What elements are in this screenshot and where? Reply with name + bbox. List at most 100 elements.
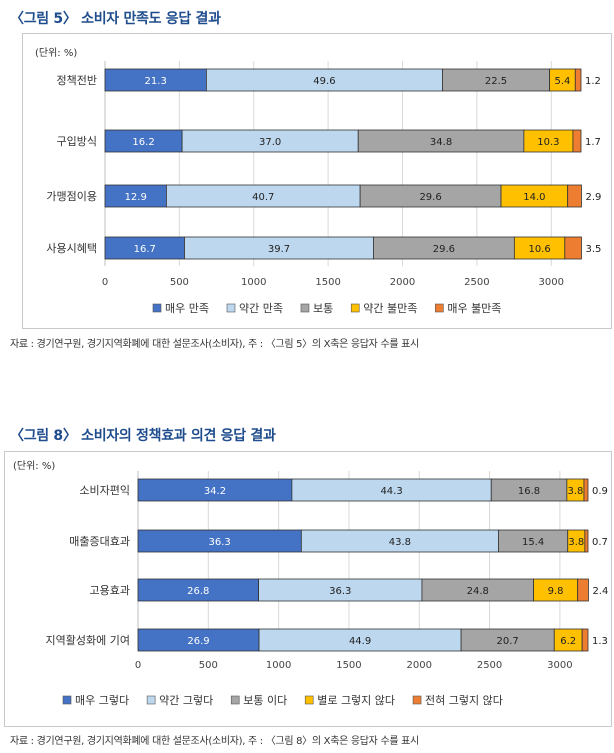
data-label: 3.8	[568, 537, 584, 548]
bar-segment	[572, 129, 582, 153]
data-label: 39.7	[268, 244, 290, 255]
legend-swatch	[435, 303, 444, 313]
figure-8-chart-box: (단위: %) 0 500 1000 1500 2000 2500 3000 소비자편익 34.2…	[4, 451, 612, 727]
legend-label: 약간 만족	[239, 301, 283, 315]
x-tick-label: 0	[135, 660, 141, 671]
x-tick-label: 2500	[464, 277, 489, 288]
x-tick-label: 1000	[266, 660, 291, 671]
data-label: 12.9	[125, 192, 147, 203]
figure-8-source: 자료 : 경기연구원, 경기지역화폐에 대한 설문조사(소비자), 주 : 〈그…	[10, 736, 419, 747]
data-label: 29.6	[433, 244, 455, 255]
data-label: 3.5	[585, 244, 601, 255]
x-tick-label: 3000	[539, 277, 564, 288]
data-label: 43.8	[389, 537, 411, 548]
legend-label: 전혀 그렇지 않다	[425, 694, 503, 707]
legend-label: 보통	[313, 302, 333, 315]
data-label: 10.6	[528, 244, 550, 255]
data-label: 34.8	[430, 137, 452, 148]
bar-segment	[584, 529, 589, 553]
data-label: 44.3	[380, 486, 402, 497]
bar-segment	[583, 478, 589, 502]
legend-label: 별로 그렇지 않다	[317, 694, 395, 707]
data-label: 15.4	[522, 537, 544, 548]
data-label: 37.0	[259, 137, 281, 148]
figure-5-title: 〈그림 5〉 소비자 만족도 응답 결과	[10, 11, 221, 27]
legend-swatch	[350, 303, 360, 313]
data-label: 20.7	[497, 636, 519, 647]
legend-label: 약간 불만족	[363, 301, 417, 315]
data-label: 26.9	[187, 636, 209, 647]
figure-5-chart: (단위: %) 0 500 1000 1500 2000 2500 3000 정책전반 21.3 4…	[35, 46, 601, 315]
bar-segment	[581, 628, 589, 652]
x-tick-label: 500	[170, 277, 189, 288]
legend-swatch	[412, 695, 422, 705]
data-label: 16.8	[518, 486, 540, 497]
legend-swatch	[152, 303, 162, 313]
bar-segment	[567, 184, 582, 208]
category-label: 소비자편익	[79, 484, 130, 497]
x-tick-label: 1000	[241, 277, 266, 288]
bar-segment	[574, 68, 582, 92]
data-label: 29.6	[419, 192, 441, 203]
data-label: 2.4	[592, 586, 608, 597]
legend-label: 약간 그렇다	[159, 693, 213, 707]
legend-label: 매우 불만족	[447, 302, 501, 315]
category-label: 지역활성화에 기여	[46, 633, 130, 647]
category-label: 정책전반	[57, 74, 97, 87]
data-label: 49.6	[313, 76, 335, 87]
data-label: 24.8	[467, 586, 489, 597]
data-label: 34.2	[204, 486, 226, 497]
data-label: 5.4	[554, 76, 570, 87]
category-label: 가맹점이용	[46, 190, 97, 203]
x-tick-label: 2000	[407, 660, 432, 671]
data-label: 21.3	[145, 76, 167, 87]
data-label: 0.7	[592, 537, 608, 548]
figure-5-chart-box: (단위: %) 0 500 1000 1500 2000 2500 3000 정책전반 21.3 4…	[22, 33, 612, 329]
unit-label: (단위: %)	[35, 46, 77, 59]
data-label: 1.7	[585, 137, 601, 148]
figure-8-chart: (단위: %) 0 500 1000 1500 2000 2500 3000 소비자편익 34.2…	[13, 459, 608, 707]
category-label: 고용효과	[90, 584, 130, 597]
bar-segment	[577, 578, 589, 602]
figure-5-source: 자료 : 경기연구원, 경기지역화폐에 대한 설문조사(소비자), 주 : 〈그…	[10, 339, 419, 350]
x-tick-label: 1500	[336, 660, 361, 671]
legend-label: 매우 그렇다	[75, 694, 129, 707]
legend-swatch	[62, 695, 72, 705]
data-label: 2.9	[585, 192, 601, 203]
data-label: 14.0	[523, 192, 545, 203]
x-tick-label: 2500	[477, 660, 502, 671]
legend-swatch	[300, 303, 310, 313]
data-label: 16.7	[134, 244, 156, 255]
data-label: 1.2	[585, 76, 601, 87]
data-label: 16.2	[132, 137, 154, 148]
legend-swatch	[230, 695, 240, 705]
legend-swatch	[304, 695, 314, 705]
category-label: 매출증대효과	[69, 535, 130, 548]
x-tick-label: 3000	[547, 660, 572, 671]
data-label: 6.2	[560, 636, 576, 647]
data-label: 10.3	[537, 137, 559, 148]
data-label: 9.8	[548, 586, 564, 597]
data-label: 22.5	[485, 76, 507, 87]
data-label: 36.3	[209, 537, 231, 548]
legend-label: 보통 이다	[243, 694, 287, 707]
data-label: 0.9	[592, 486, 608, 497]
legend-swatch	[226, 303, 236, 313]
category-label: 사용시혜택	[46, 242, 97, 255]
x-tick-label: 1500	[315, 277, 340, 288]
x-tick-label: 2000	[390, 277, 415, 288]
legend-label: 매우 만족	[165, 302, 209, 315]
bar-segment	[564, 236, 582, 260]
data-label: 44.9	[349, 636, 371, 647]
data-label: 3.8	[567, 486, 583, 497]
legend-swatch	[146, 695, 156, 705]
x-tick-label: 0	[102, 277, 108, 288]
x-tick-label: 500	[199, 660, 218, 671]
data-label: 26.8	[187, 586, 209, 597]
data-label: 1.3	[592, 636, 608, 647]
data-label: 36.3	[329, 586, 351, 597]
data-label: 40.7	[252, 192, 274, 203]
category-label: 구입방식	[57, 135, 97, 148]
unit-label: (단위: %)	[13, 459, 55, 472]
figure-8-title: 〈그림 8〉 소비자의 정책효과 의견 응답 결과	[10, 428, 276, 444]
